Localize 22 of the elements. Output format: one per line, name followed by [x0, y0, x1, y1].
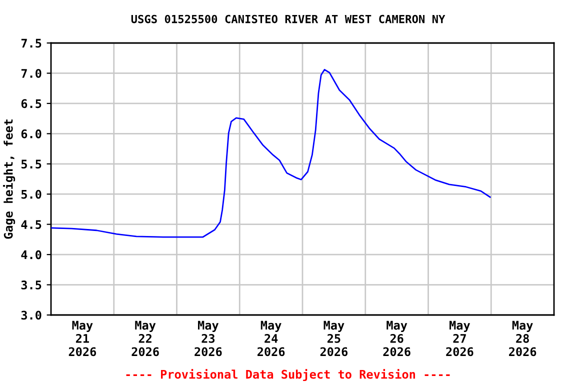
chart-title: USGS 01525500 CANISTEO RIVER AT WEST CAMERON NY: [131, 14, 446, 24]
y-tick-label: 6.0: [21, 129, 42, 138]
y-tick-label: 5.5: [21, 160, 42, 169]
y-tick-label: 3.0: [21, 310, 42, 320]
text: ---- Provisional Data Subject to Revision ----: [126, 368, 450, 382]
x-tick-label: May 26 2026: [383, 320, 410, 356]
x-tick-label: May 28 2026: [509, 320, 536, 356]
y-tick-label: 7.5: [21, 38, 42, 48]
y-tick-label: 4.5: [21, 220, 42, 229]
y-tick-label: 7.0: [21, 68, 42, 78]
line-series: [51, 68, 491, 238]
y-tick-label: 4.0: [21, 250, 42, 260]
y-axis-title: Gage height, feet: [3, 120, 16, 239]
y-tick-label: 3.5: [21, 280, 42, 290]
y-tick-label: 5.0: [21, 190, 42, 199]
x-tick-label: May 21 2026: [68, 320, 96, 356]
y-tick-label: 6.5: [21, 99, 42, 108]
x-tick-label: May 22 2026: [132, 320, 159, 356]
x-tick-label: May 23 2026: [194, 320, 222, 356]
x-tick-label: May 27 2026: [446, 320, 474, 356]
x-tick-label: May 24 2026: [258, 320, 285, 356]
x-tick-label: May 25 2026: [320, 320, 348, 356]
